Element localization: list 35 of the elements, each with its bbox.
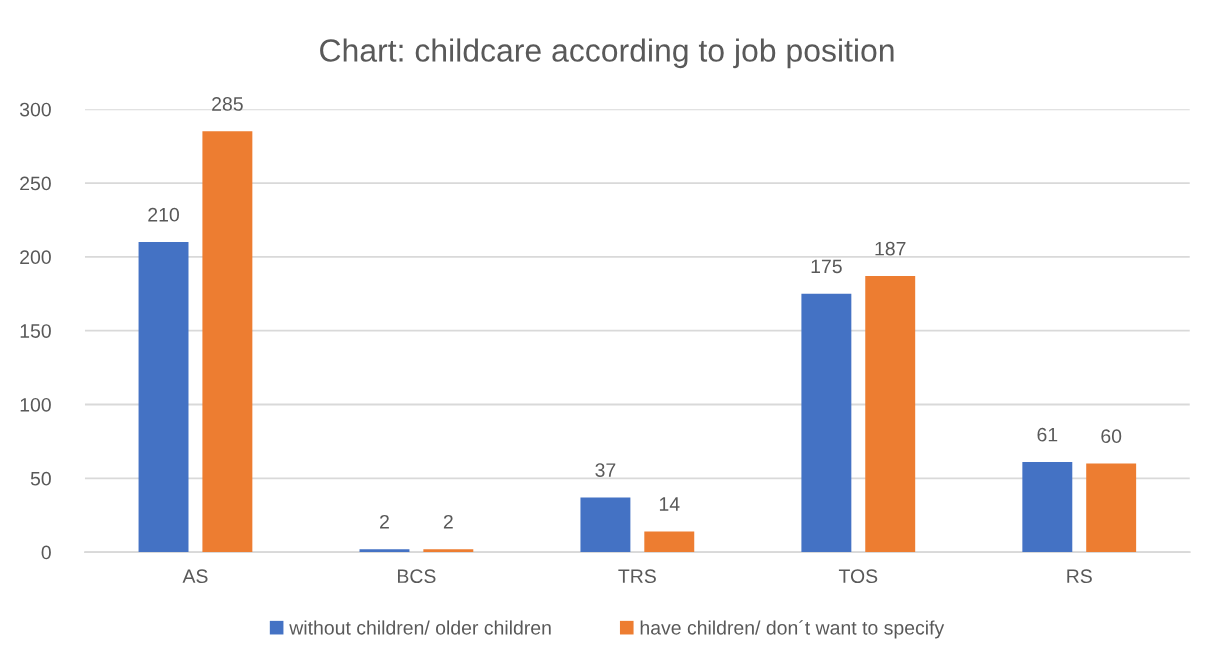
x-tick-label: AS <box>182 569 208 584</box>
bar <box>801 293 852 553</box>
data-label: 61 <box>1037 427 1058 442</box>
data-label: 14 <box>659 497 680 511</box>
y-tick-label: 200 <box>20 250 51 265</box>
bar <box>1022 462 1073 553</box>
chart-title: Chart: childcare according to job position <box>320 38 894 69</box>
y-tick-label: 250 <box>20 176 51 191</box>
data-label: 285 <box>212 97 243 111</box>
y-tick-label: 100 <box>20 397 51 412</box>
data-label: 2 <box>443 514 453 529</box>
y-tick-label: 150 <box>20 324 51 338</box>
y-tick-label: 300 <box>19 102 51 117</box>
data-label: 187 <box>875 241 906 256</box>
legend-label: without children/ older children <box>289 620 551 635</box>
data-label: 175 <box>811 259 842 274</box>
data-label: 37 <box>595 463 616 477</box>
bar <box>202 131 253 553</box>
x-tick-label: BCS <box>398 569 436 584</box>
x-tick-label: TRS <box>618 569 656 584</box>
data-label: 60 <box>1101 429 1122 444</box>
x-tick-label: TOS <box>838 569 878 584</box>
bar <box>359 549 410 553</box>
legend-label: have children/ don´t want to specify <box>640 620 945 639</box>
data-label: 2 <box>380 514 389 529</box>
y-tick-label: 50 <box>30 471 51 486</box>
bar <box>580 497 631 553</box>
bar <box>423 549 474 553</box>
bar <box>1086 463 1137 553</box>
bar <box>138 242 189 553</box>
x-tick-label: RS <box>1067 569 1092 584</box>
bar <box>865 276 916 553</box>
bar <box>644 531 695 553</box>
data-label: 210 <box>148 207 179 222</box>
y-tick-label: 0 <box>41 545 51 560</box>
